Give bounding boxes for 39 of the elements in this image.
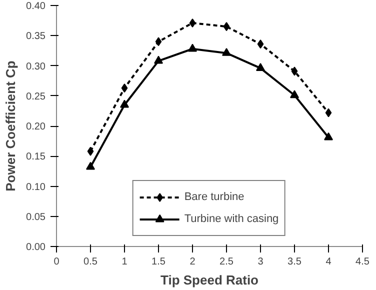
point: [324, 132, 333, 140]
x-tick-label: 1: [122, 256, 128, 268]
x-tick-label: 0: [54, 256, 60, 268]
x-tick-label: 2.5: [220, 256, 234, 268]
x-tick-label: 4: [326, 256, 332, 268]
legend-label: Turbine with casing: [184, 213, 279, 225]
y-tick-label: 0.25: [26, 91, 46, 102]
y-tick-label: 0.35: [26, 31, 46, 42]
x-tick-label: 3: [258, 256, 264, 268]
y-tick-label: 0.10: [26, 182, 46, 193]
point: [291, 66, 298, 76]
x-tick-label: 1.5: [152, 256, 166, 268]
y-tick-label: 0.00: [26, 242, 46, 253]
y-tick-label: 0.05: [26, 212, 46, 223]
x-tick-label: 2: [190, 256, 196, 268]
y-axis-title: Power Coefficient Cp: [3, 60, 18, 192]
y-tick-label: 0.40: [26, 1, 46, 12]
y-tick-label: 0.30: [26, 61, 46, 72]
x-tick-label: 4.5: [356, 256, 370, 268]
point: [189, 18, 196, 28]
y-tick-label: 0.15: [26, 152, 46, 163]
point: [154, 56, 163, 64]
point: [120, 100, 129, 108]
x-tick-label: 0.5: [84, 256, 98, 268]
y-tick-label: 0.20: [26, 122, 46, 132]
point: [188, 44, 197, 52]
point: [290, 90, 299, 98]
point: [86, 162, 95, 170]
point: [87, 146, 94, 156]
point: [257, 40, 264, 49]
point: [223, 22, 230, 32]
x-tick-label: 3.5: [288, 256, 302, 268]
point: [256, 63, 265, 71]
point: [222, 48, 231, 56]
x-axis-title: Tip Speed Ratio: [160, 272, 259, 288]
point: [121, 84, 128, 93]
legend-label: Bare turbine: [184, 191, 244, 203]
point: [155, 37, 162, 46]
point: [325, 108, 332, 118]
